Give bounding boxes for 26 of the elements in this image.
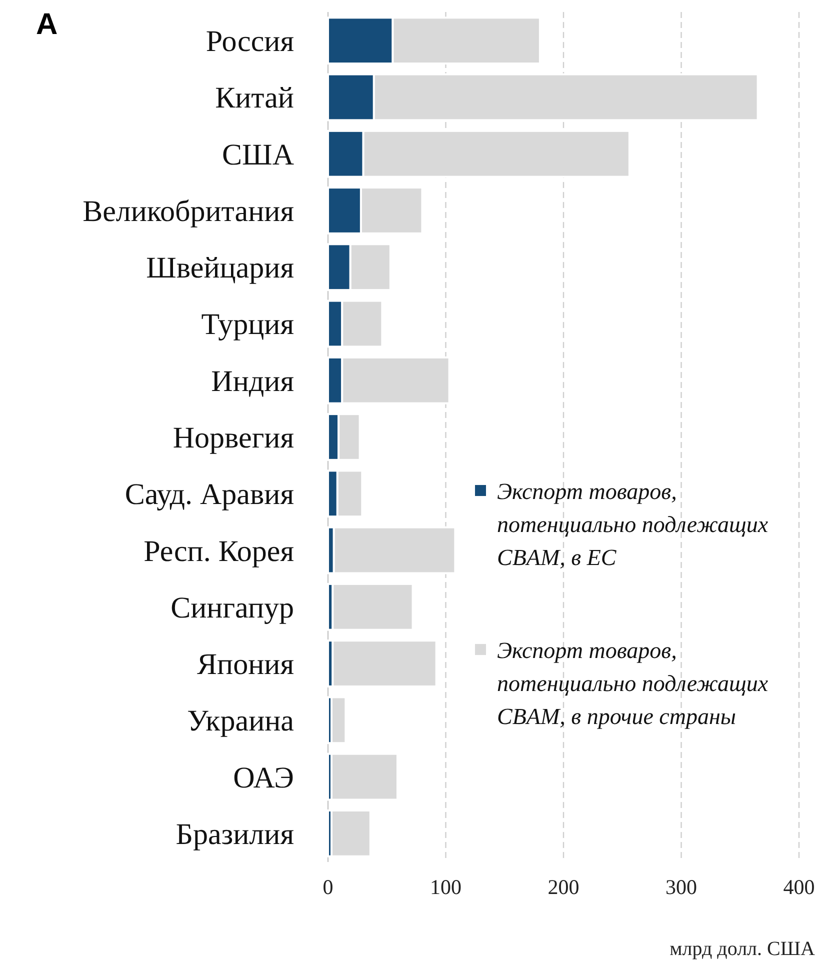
legend-label: Экспорт товаров, потенциально подлежащих CBAM, в прочие страны xyxy=(497,638,769,729)
x-tick-label: 400 xyxy=(783,875,815,899)
x-tick-label: 200 xyxy=(548,875,580,899)
y-tick-label: Россия xyxy=(206,25,294,58)
y-tick-label: США xyxy=(222,138,294,172)
y-tick-label: Сингапур xyxy=(170,591,294,624)
y-tick-label: Респ. Корея xyxy=(144,534,294,568)
x-tick-label: 0 xyxy=(322,875,334,899)
y-tick-label: Китай xyxy=(215,82,294,115)
y-tick-label: Япония xyxy=(197,648,294,682)
bar xyxy=(330,696,347,744)
y-tick-label: Швейцария xyxy=(146,252,294,285)
text: A xyxy=(36,8,58,41)
y-tick-label: Сауд. Аравия xyxy=(124,478,294,512)
y-tick-label: Норвегия xyxy=(172,422,294,454)
y-tick-label: Турция xyxy=(201,308,294,342)
x-axis-title: млрд долл. США xyxy=(670,938,816,960)
y-tick-label: Украина xyxy=(187,704,294,738)
x-tick-label: 100 xyxy=(430,875,462,899)
legend-label: Экспорт товаров, потенциально подлежащих CBAM, в ЕС xyxy=(497,479,769,570)
y-tick-label: Индия xyxy=(211,364,294,398)
y-tick-label: Бразилия xyxy=(176,818,294,851)
bar xyxy=(330,752,398,801)
y-tick-label: Великобритания xyxy=(82,194,294,228)
y-tick-label: ОАЭ xyxy=(233,761,294,794)
x-tick-label: 300 xyxy=(666,875,697,899)
